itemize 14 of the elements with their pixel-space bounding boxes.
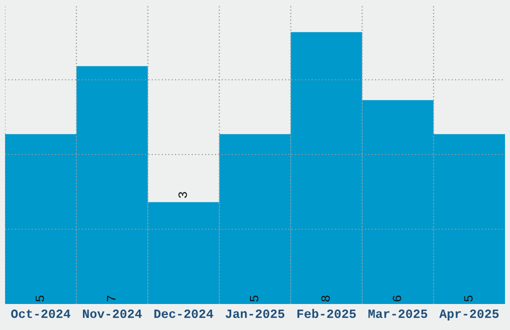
data-label: 3 bbox=[178, 192, 187, 198]
x-tick-label: Dec-2024 bbox=[154, 310, 214, 318]
data-label: 5 bbox=[464, 296, 473, 302]
x-tick-label: Jan-2025 bbox=[226, 310, 284, 318]
x-tick-label: Mar-2025 bbox=[368, 310, 428, 318]
x-tick-label: Oct-2024 bbox=[11, 310, 70, 318]
data-label: 7 bbox=[107, 296, 116, 302]
data-label: 6 bbox=[392, 296, 402, 302]
x-tick-label: Feb-2025 bbox=[297, 308, 356, 318]
data-label: 5 bbox=[250, 296, 258, 302]
data-label: 8 bbox=[321, 296, 330, 302]
x-tick-label: Apr-2025 bbox=[439, 310, 499, 321]
x-tick-label: Nov-2024 bbox=[82, 310, 142, 318]
data-label: 5 bbox=[36, 296, 44, 302]
